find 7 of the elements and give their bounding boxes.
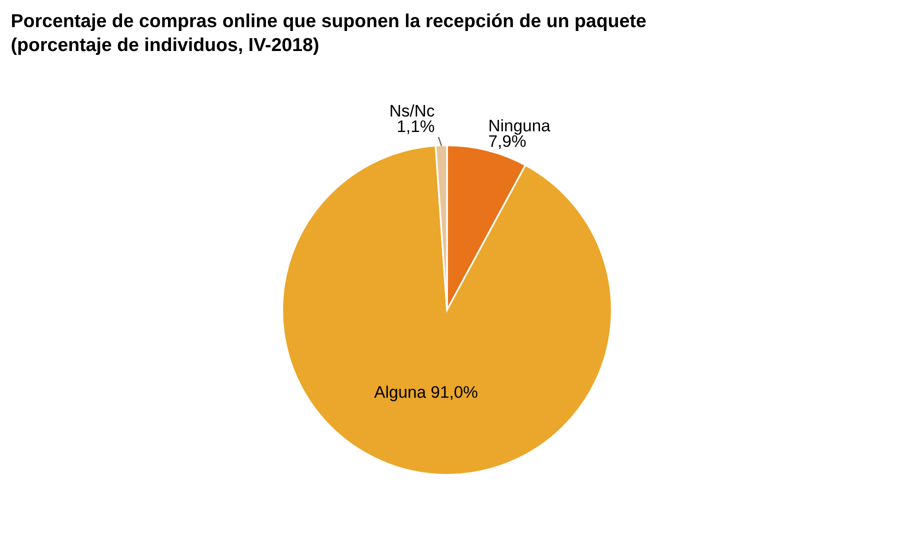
- data-label: 1,1%: [398, 120, 434, 134]
- chart-subtitle: (porcentaje de individuos, IV-2018): [12, 37, 318, 55]
- slice-label: Ninguna: [490, 119, 550, 135]
- data-label: 7,9%: [489, 135, 526, 149]
- chart-title: Porcentaje de compras online que suponen la recepción de un paquete: [12, 13, 646, 32]
- slice-label: Ns/Nc: [390, 104, 434, 117]
- slice-label: Alguna 91,0%: [374, 386, 478, 402]
